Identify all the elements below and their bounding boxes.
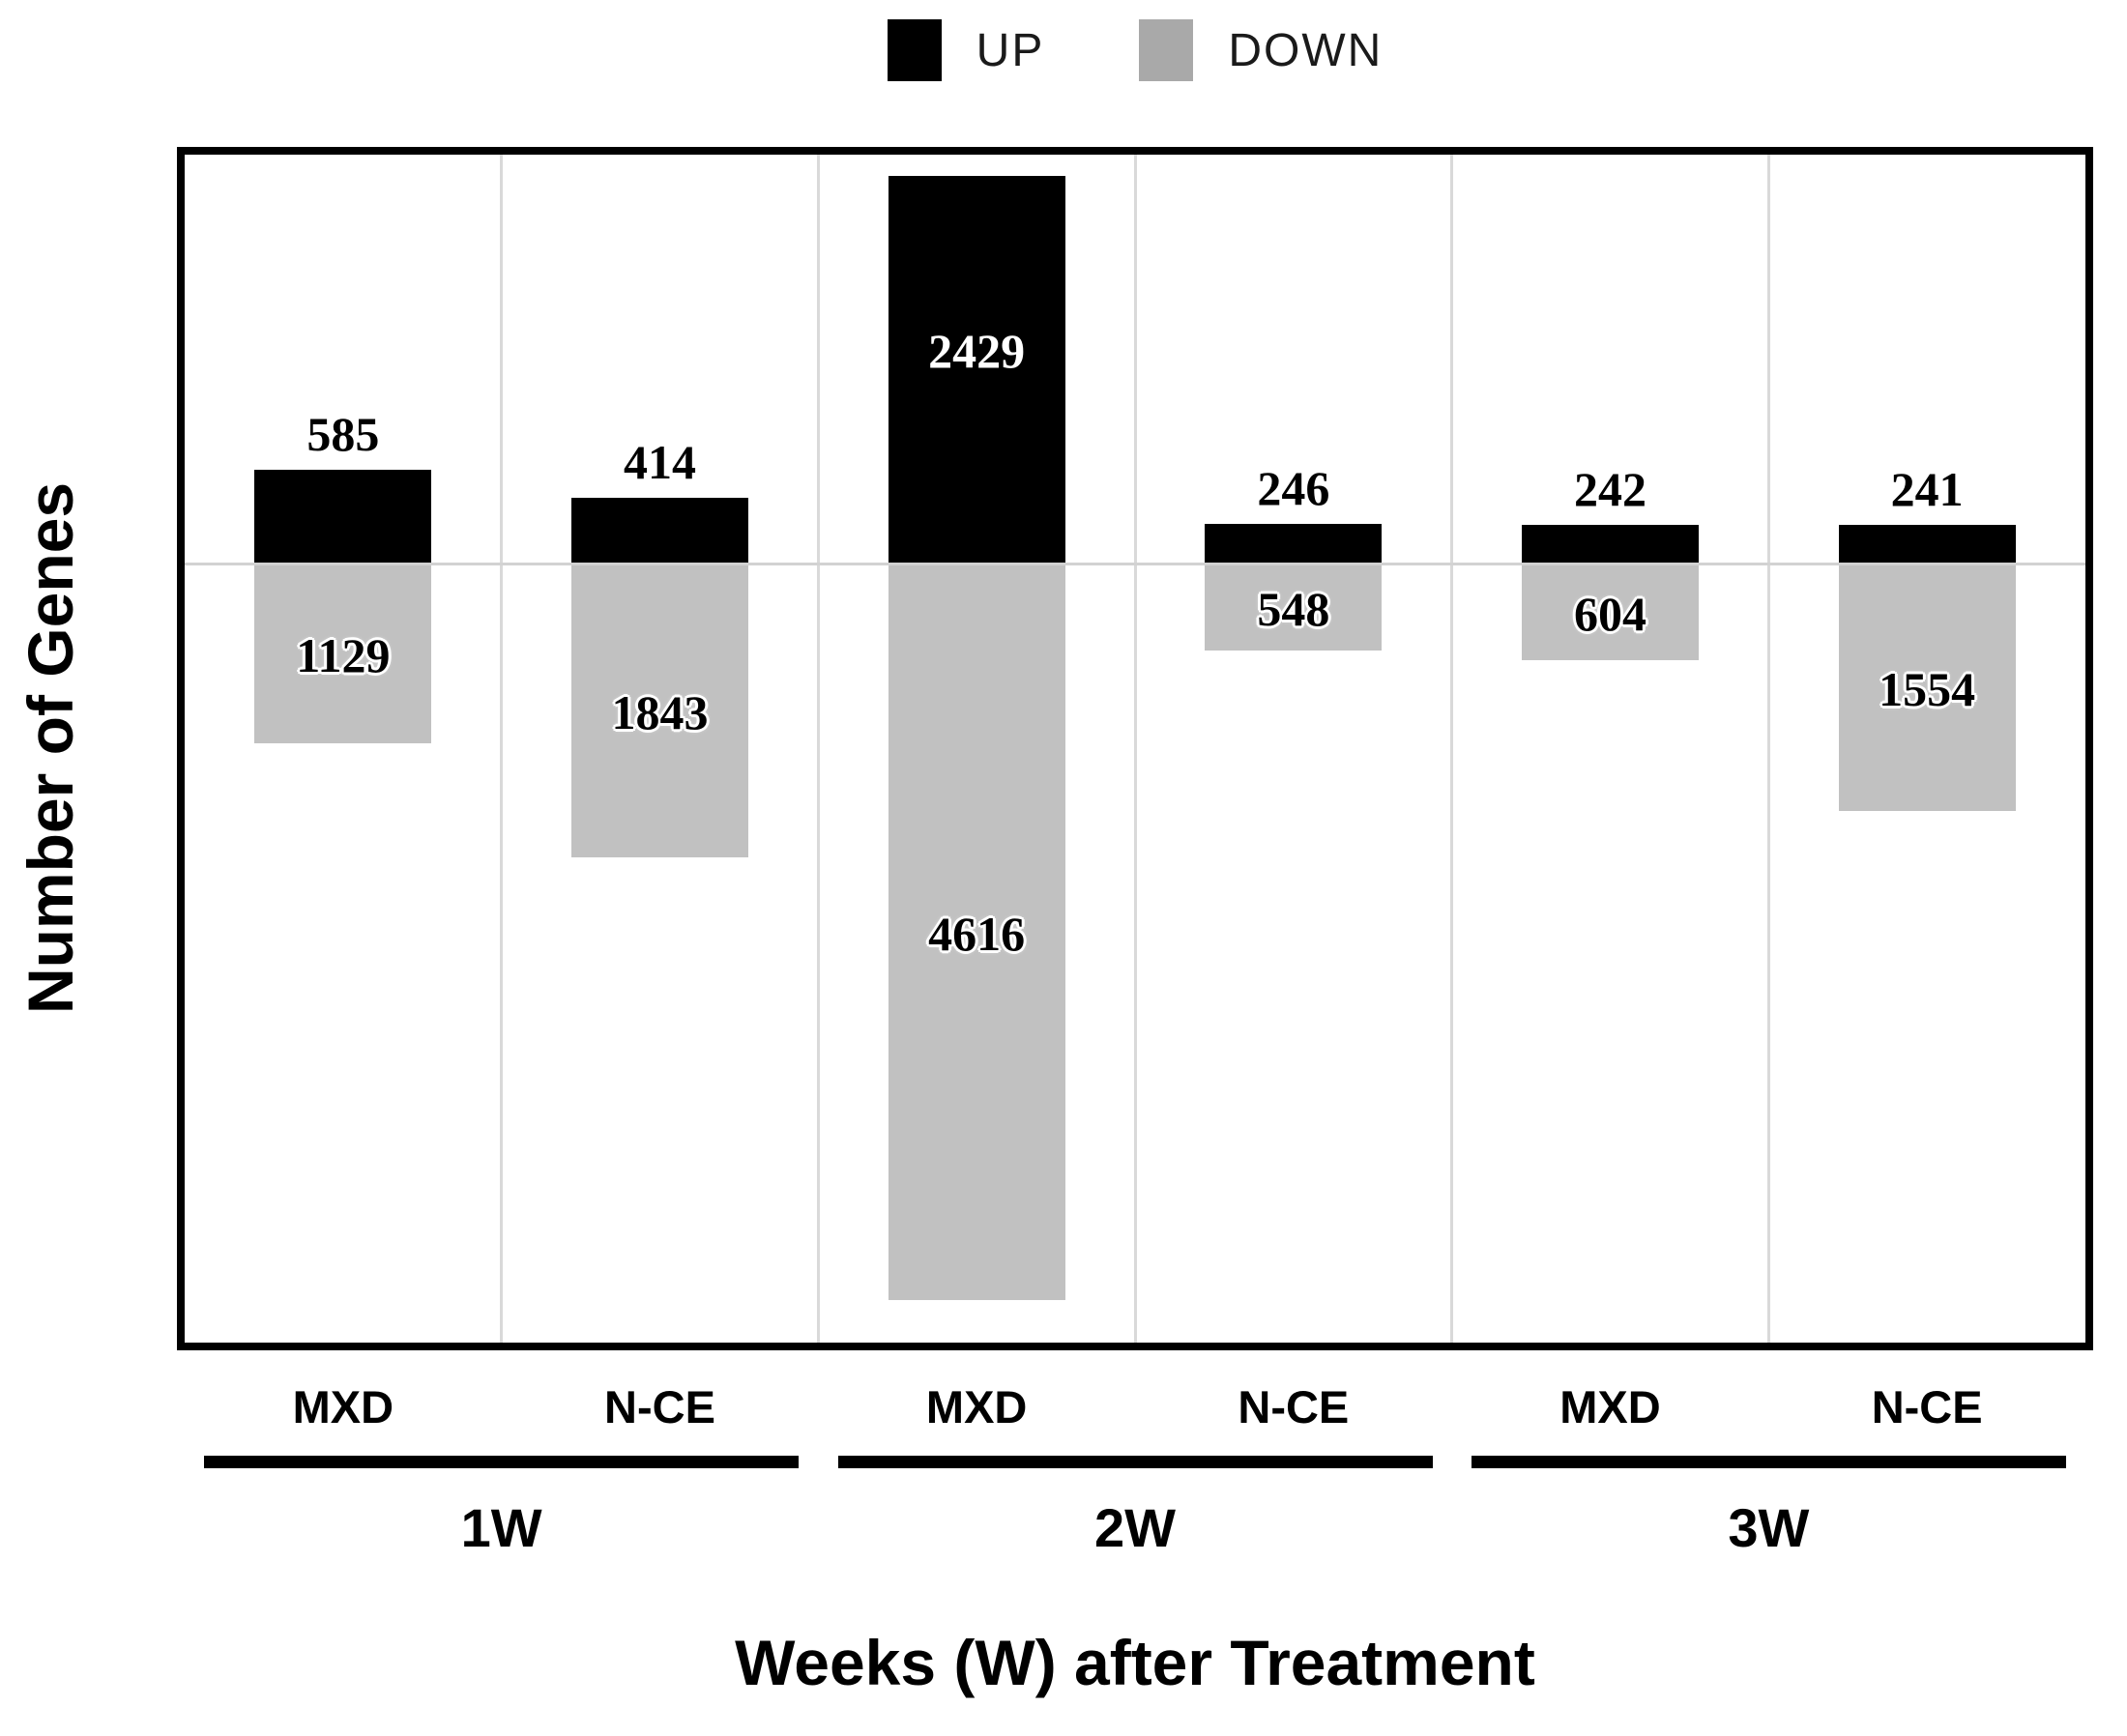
- bar-category-label: N-CE: [1238, 1381, 1350, 1432]
- down-value-label: 548: [1257, 582, 1330, 637]
- legend-up-label: UP: [976, 24, 1045, 76]
- group-underline: [837, 1456, 1433, 1468]
- legend-item-up: UP: [887, 19, 1045, 81]
- bar-category-label: N-CE: [1871, 1381, 1983, 1432]
- up-value-label: 241: [1890, 462, 1964, 517]
- zero-baseline: [185, 562, 2085, 565]
- group-underline: [204, 1456, 800, 1468]
- group-week-label: 2W: [1094, 1497, 1176, 1558]
- bar-down-segment: [571, 564, 748, 858]
- legend-down-swatch: [1139, 19, 1194, 81]
- group-week-label: 1W: [460, 1497, 542, 1558]
- bar-up-segment: [1205, 524, 1383, 564]
- up-value-label: 414: [624, 434, 696, 489]
- up-value-label: 246: [1257, 461, 1330, 516]
- gridline: [500, 155, 504, 1343]
- gridline: [816, 155, 820, 1343]
- bar-up-segment: [1838, 525, 2016, 564]
- bar-category-label: MXD: [925, 1381, 1028, 1432]
- bar-down-segment: [888, 564, 1065, 1300]
- gridline: [1766, 155, 1770, 1343]
- legend-item-down: DOWN: [1139, 19, 1383, 81]
- plot-area: 585 1129 414 1843 2429 4616 246 548 242 604 241 155…: [177, 147, 2093, 1350]
- down-value-label: 1554: [1879, 662, 1976, 717]
- legend-up-swatch: [887, 19, 942, 81]
- bar-up-segment: [1522, 525, 1699, 564]
- up-value-label: 2429: [928, 323, 1026, 378]
- bar-down-segment: [1205, 564, 1383, 651]
- bar-up-segment: [888, 176, 1065, 564]
- bar-category-label: MXD: [1559, 1381, 1661, 1432]
- x-axis-title: Weeks (W) after Treatment: [735, 1627, 1535, 1698]
- up-value-label: 585: [306, 407, 380, 462]
- down-value-label: 1129: [296, 628, 391, 683]
- bar-up-segment: [571, 497, 748, 564]
- gridline: [1133, 155, 1137, 1343]
- down-value-label: 1843: [611, 685, 709, 740]
- bar-down-segment: [254, 564, 432, 744]
- bar-up-segment: [254, 470, 432, 564]
- legend: UP DOWN: [177, 12, 2093, 89]
- legend-down-label: DOWN: [1228, 24, 1384, 76]
- bar-down-segment: [1522, 564, 1699, 660]
- y-axis-title: Number of Genes: [15, 481, 86, 1015]
- down-value-label: 4616: [928, 906, 1026, 961]
- up-value-label: 242: [1574, 462, 1646, 517]
- bar-down-segment: [1838, 564, 2016, 812]
- bar-category-label: MXD: [292, 1381, 394, 1432]
- gridline: [1450, 155, 1454, 1343]
- group-underline: [1471, 1456, 2066, 1468]
- down-value-label: 604: [1574, 586, 1646, 641]
- group-week-label: 3W: [1728, 1497, 1810, 1558]
- bar-category-label: N-CE: [604, 1381, 715, 1432]
